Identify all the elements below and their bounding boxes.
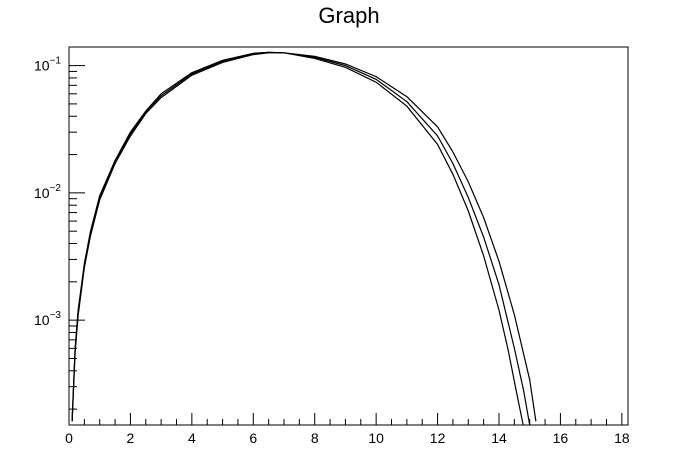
x-tick-label: 14 xyxy=(491,430,507,446)
x-axis: 0 2 4 6 8 10 12 14 16 18 xyxy=(65,413,630,446)
x-tick-label: 12 xyxy=(430,430,446,446)
y-axis: 10−3 10−2 10−1 xyxy=(34,56,85,410)
x-tick-label: 10 xyxy=(368,430,384,446)
x-tick-label: 18 xyxy=(614,430,630,446)
x-tick-label: 0 xyxy=(65,430,73,446)
series-group xyxy=(71,51,537,425)
x-tick-label: 6 xyxy=(249,430,257,446)
y-tick-label: 10−3 xyxy=(34,310,61,328)
series-line-2 xyxy=(71,51,531,425)
y-tick-label: 10−2 xyxy=(34,183,61,201)
y-tick-label: 10−1 xyxy=(34,56,61,74)
plot-frame xyxy=(68,46,629,426)
chart-title: Graph xyxy=(318,3,379,28)
x-tick-label: 2 xyxy=(127,430,135,446)
x-tick-label: 8 xyxy=(311,430,319,446)
x-tick-label: 16 xyxy=(553,430,569,446)
series-line-1 xyxy=(71,51,524,425)
x-tick-label: 4 xyxy=(188,430,196,446)
plot-frame-group xyxy=(68,46,629,426)
series-line-3 xyxy=(71,52,537,422)
